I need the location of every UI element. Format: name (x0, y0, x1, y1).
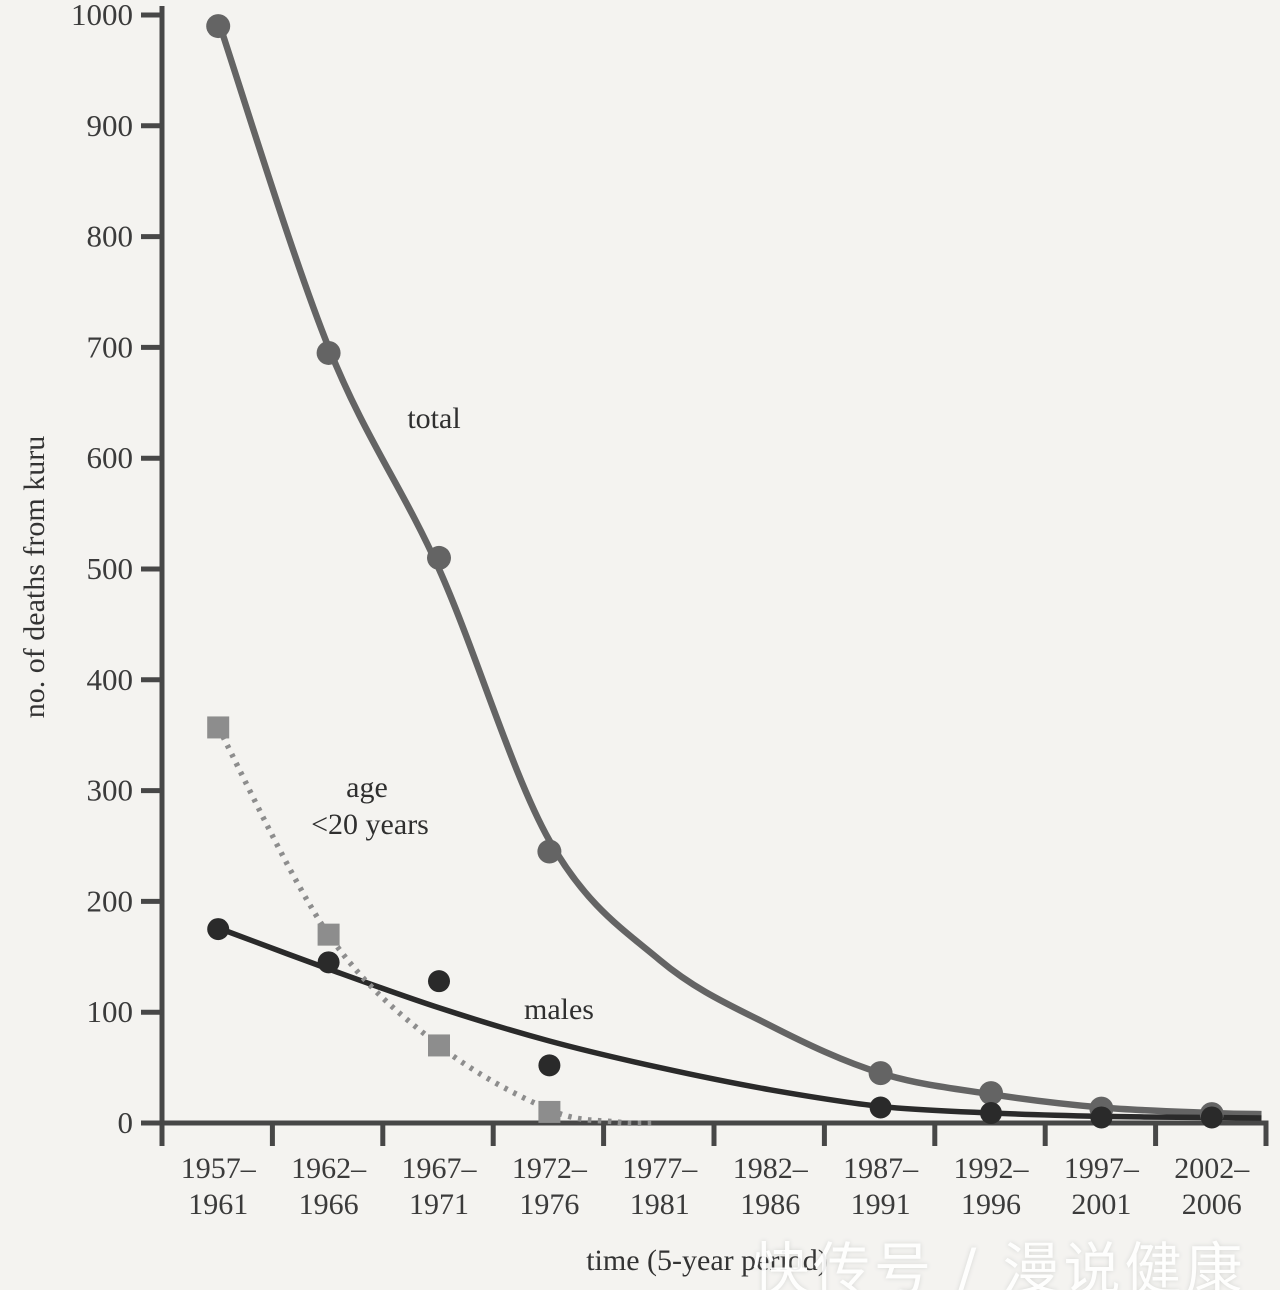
series-curves (215, 19, 1262, 1126)
y-axis-title: no. of deaths from kuru (18, 436, 51, 718)
series-annotations: total age <20 years males (311, 402, 594, 1026)
svg-text:800: 800 (87, 219, 134, 254)
svg-text:500: 500 (87, 551, 134, 586)
data-point-markers (206, 14, 1224, 1129)
svg-text:900: 900 (87, 108, 134, 143)
svg-text:1962–: 1962– (291, 1152, 367, 1185)
svg-text:2001: 2001 (1071, 1188, 1131, 1221)
svg-text:300: 300 (87, 773, 134, 808)
svg-text:1972–: 1972– (512, 1152, 588, 1185)
svg-text:1977–: 1977– (622, 1152, 698, 1185)
svg-text:400: 400 (87, 662, 134, 697)
svg-text:1996: 1996 (961, 1188, 1021, 1221)
svg-text:1992–: 1992– (954, 1152, 1030, 1185)
svg-text:700: 700 (87, 329, 134, 364)
svg-text:1966: 1966 (299, 1188, 359, 1221)
x-axis-title: time (5-year period) (586, 1244, 828, 1277)
svg-text:2002–: 2002– (1174, 1152, 1250, 1185)
svg-text:<20 years: <20 years (311, 808, 429, 841)
svg-text:1971: 1971 (409, 1188, 469, 1221)
svg-text:1961: 1961 (188, 1188, 248, 1221)
tick-labels: 010020030040050060070080090010001957–196… (71, 0, 1250, 1221)
axes (141, 6, 1269, 1146)
svg-text:100: 100 (87, 994, 134, 1029)
svg-text:1967–: 1967– (402, 1152, 478, 1185)
svg-text:600: 600 (87, 440, 134, 475)
svg-text:200: 200 (87, 883, 134, 918)
svg-text:1982–: 1982– (733, 1152, 809, 1185)
svg-text:1987–: 1987– (843, 1152, 919, 1185)
svg-text:2006: 2006 (1182, 1188, 1242, 1221)
svg-text:1000: 1000 (71, 0, 133, 32)
svg-text:age: age (346, 771, 388, 804)
svg-text:males: males (524, 993, 594, 1026)
svg-text:1991: 1991 (851, 1188, 911, 1221)
svg-text:1997–: 1997– (1064, 1152, 1140, 1185)
svg-text:0: 0 (118, 1105, 134, 1140)
svg-text:total: total (407, 402, 460, 435)
svg-text:1981: 1981 (630, 1188, 690, 1221)
svg-text:1976: 1976 (519, 1188, 579, 1221)
svg-text:1986: 1986 (740, 1188, 800, 1221)
svg-text:1957–: 1957– (181, 1152, 257, 1185)
